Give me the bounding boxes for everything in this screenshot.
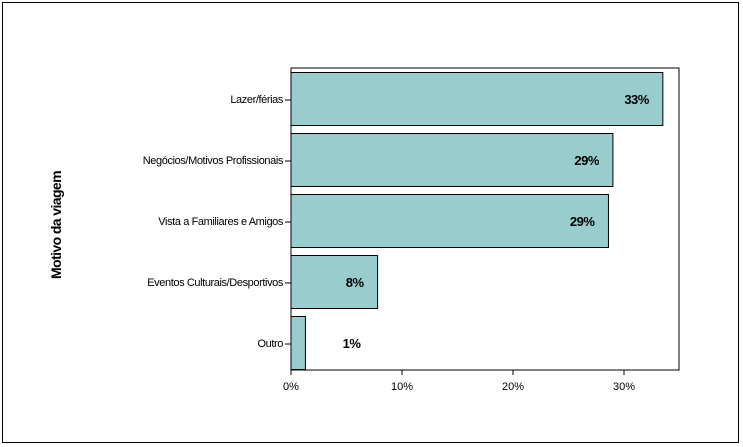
category-label: Vista a Familiares e Amigos [158, 216, 284, 228]
x-tick-label: 10% [391, 381, 413, 393]
category-label: Eventos Culturais/Desportivos [147, 277, 284, 289]
category-label: Lazer/férias [230, 94, 284, 106]
category-labels-group: Lazer/férias Negócios/Motivos Profissiona… [143, 94, 291, 350]
bars-group: 33% 29% 29% 8% 1% [290, 72, 664, 370]
data-label: 1% [343, 336, 362, 351]
bar [290, 316, 306, 370]
x-tick-label: 30% [613, 381, 635, 393]
data-label: 29% [574, 153, 599, 168]
bar [290, 194, 609, 248]
y-axis-title: Motivo da viagem [48, 171, 64, 279]
bar [290, 72, 664, 126]
data-label: 8% [346, 275, 365, 290]
category-label: Negócios/Motivos Profissionais [143, 155, 284, 167]
x-tick-label: 20% [502, 381, 524, 393]
data-label: 33% [624, 92, 649, 107]
bar [290, 133, 614, 187]
category-label: Outro [257, 338, 283, 350]
x-tick-label: 0% [283, 381, 299, 393]
bar [290, 255, 379, 309]
x-axis: 0% 10% 20% 30% [283, 370, 635, 393]
data-label: 29% [570, 214, 595, 229]
